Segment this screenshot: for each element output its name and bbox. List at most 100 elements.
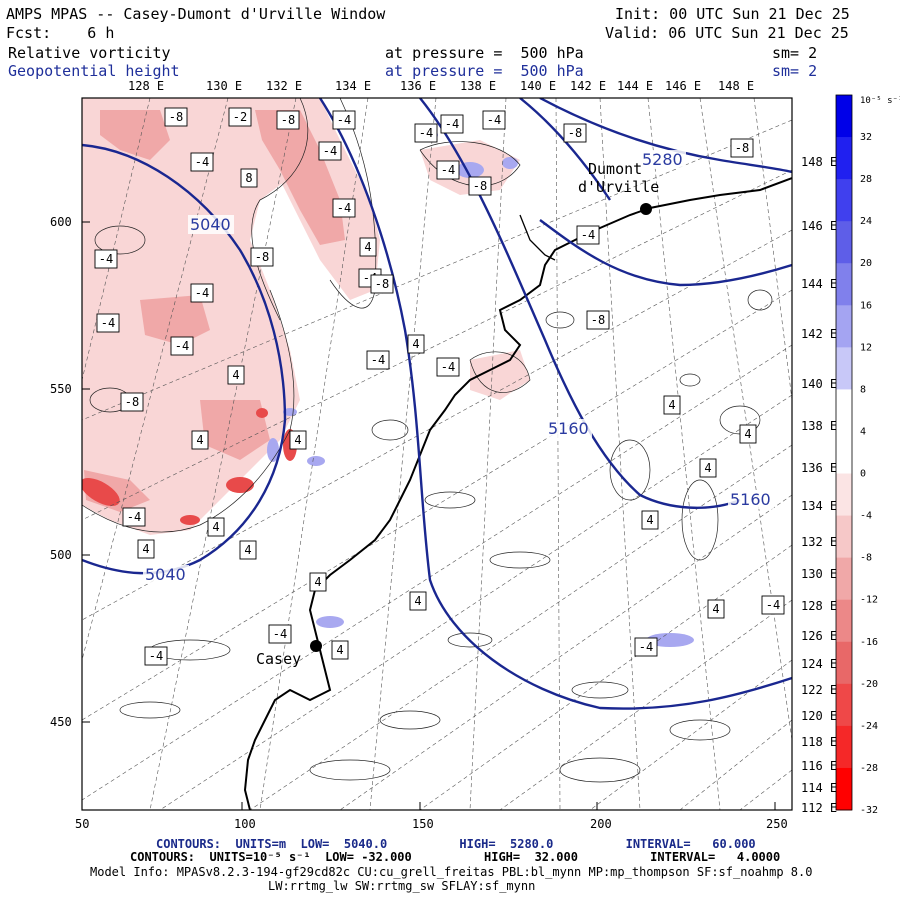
right-lon-label: 114 E [801, 781, 837, 795]
top-lon-label: 146 E [665, 79, 701, 93]
colorbar-label: -32 [860, 805, 878, 816]
casey-label: Casey [256, 650, 301, 668]
colorbar-segment [836, 263, 852, 306]
vorticity-label-box [190, 152, 214, 172]
vorticity-label-box [699, 458, 717, 478]
right-lon-label: 120 E [801, 709, 837, 723]
left-y-label: 600 [50, 215, 72, 229]
vorticity-label-box [409, 591, 427, 611]
vorticity-label-box [318, 141, 342, 161]
coastline [243, 177, 792, 810]
colorbar-segment [836, 641, 852, 685]
vorticity-label-box [164, 107, 188, 127]
right-lon-label: 116 E [801, 759, 837, 773]
vorticity-contour-label: -4 [337, 201, 351, 215]
vorticity-label-box [586, 310, 610, 330]
vorticity-label-box [94, 249, 118, 269]
vorticity-label-box [207, 517, 225, 537]
vorticity-label-box [289, 430, 307, 450]
vorticity-contour-label: 4 [712, 602, 719, 616]
vorticity-label-box [482, 110, 506, 130]
top-lon-label: 136 E [400, 79, 436, 93]
left-y-label: 500 [50, 548, 72, 562]
colorbar-label: 24 [860, 216, 872, 227]
colorbar-label: -24 [860, 721, 878, 732]
vorticity-label-box [96, 313, 120, 333]
vorticity-contour-label: -4 [175, 339, 189, 353]
height-contour-label: 5040 [190, 215, 231, 234]
vorticity-contour-label: -4 [441, 163, 455, 177]
vorticity-label-box [144, 646, 168, 666]
init-time: Init: 00 UTC Sun 21 Dec 25 [615, 5, 850, 23]
vorticity-contour-label: -4 [766, 598, 780, 612]
left-y-labels: 600 550 500 450 [50, 215, 72, 729]
vorticity-contour-label: -8 [473, 179, 487, 193]
vorticity-contour-label: -4 [195, 286, 209, 300]
vorticity-contour-label: -4 [195, 155, 209, 169]
casey-station-marker [310, 640, 322, 652]
right-lon-label: 130 E [801, 567, 837, 581]
top-lon-label: 132 E [266, 79, 302, 93]
vorticity-contour-label: 4 [212, 520, 219, 534]
colorbar-frame [835, 94, 853, 811]
vorticity-contour-label: 4 [364, 240, 371, 254]
height-contour-info: CONTOURS: UNITS=m LOW= 5040.0 HIGH= 5280… [156, 837, 756, 851]
vorticity-contour-label: 4 [704, 461, 711, 475]
vorticity-label-box [730, 138, 754, 158]
vorticity-contour-label: 4 [336, 643, 343, 657]
vorticity-contour-label: 4 [668, 398, 675, 412]
plot-title: AMPS MPAS -- Casey-Dumont d'Urville Wind… [6, 5, 386, 23]
vorticity-contour-label: -8 [735, 141, 749, 155]
right-lon-label: 134 E [801, 499, 837, 513]
right-lon-label: 140 E [801, 377, 837, 391]
colorbar-segment [836, 95, 852, 138]
colorbar-labels: 32 28 24 20 16 12 8 4 0 -4 -8 -12 -16 -20 -24 -28 -32 [860, 132, 878, 816]
colorbar-label: -20 [860, 679, 878, 690]
vorticity-label-box [250, 247, 274, 267]
vorticity-label-box [228, 107, 252, 127]
coastline-ice-edge [519, 214, 556, 261]
plot-frame [81, 97, 793, 811]
right-lon-label: 132 E [801, 535, 837, 549]
vorticity-label-box [240, 168, 258, 188]
vorticity-label-box [414, 123, 438, 143]
vorticity-label-box [663, 395, 681, 415]
height-label-bg [546, 419, 592, 438]
vorticity-contour-label: 4 [196, 433, 203, 447]
top-lon-label: 142 E [570, 79, 606, 93]
vorticity-label-box [563, 123, 587, 143]
vorticity-contour-label: 4 [744, 427, 751, 441]
height-label-bg [143, 565, 189, 584]
vorticity-contour-label: 4 [646, 513, 653, 527]
vorticity-label-box [268, 624, 292, 644]
top-lon-label: 138 E [460, 79, 496, 93]
vorticity-contour-label: -4 [487, 113, 501, 127]
colorbar-label: 16 [860, 300, 872, 311]
colorbar-label: 20 [860, 258, 872, 269]
vorticity-label-box [137, 539, 155, 559]
bottom-x-label: 50 [75, 817, 89, 831]
right-lon-label: 146 E [801, 219, 837, 233]
vorticity-label-box [120, 392, 144, 412]
colorbar-label: 0 [860, 469, 866, 480]
top-lon-label: 134 E [335, 79, 371, 93]
colorbar-label: 32 [860, 132, 872, 143]
bottom-x-label: 100 [234, 817, 256, 831]
vorticity-contour-label: -4 [581, 228, 595, 242]
right-longitude-labels: 148 E 146 E 144 E 142 E 140 E 138 E 136 E 134 E… [801, 155, 837, 815]
vorticity-contour-label: 4 [294, 433, 301, 447]
vorticity-contour-label: -4 [445, 117, 459, 131]
vorticity-contour-label: -8 [375, 277, 389, 291]
dumont-durville-label: Dumont d'Urville [578, 160, 659, 196]
vorticity-contour-label: -8 [281, 113, 295, 127]
vorticity-contour-label: -4 [639, 640, 653, 654]
vorticity-label-box [576, 225, 600, 245]
field2-smoothing: sm= 2 [772, 62, 818, 80]
valid-time: Valid: 06 UTC Sun 21 Dec 25 [605, 24, 849, 42]
vorticity-label-box [436, 357, 460, 377]
dumont-durville-station-marker [640, 203, 652, 215]
right-lon-label: 118 E [801, 735, 837, 749]
vorticity-contour-label: -8 [125, 395, 139, 409]
vorticity-label-box [332, 198, 356, 218]
